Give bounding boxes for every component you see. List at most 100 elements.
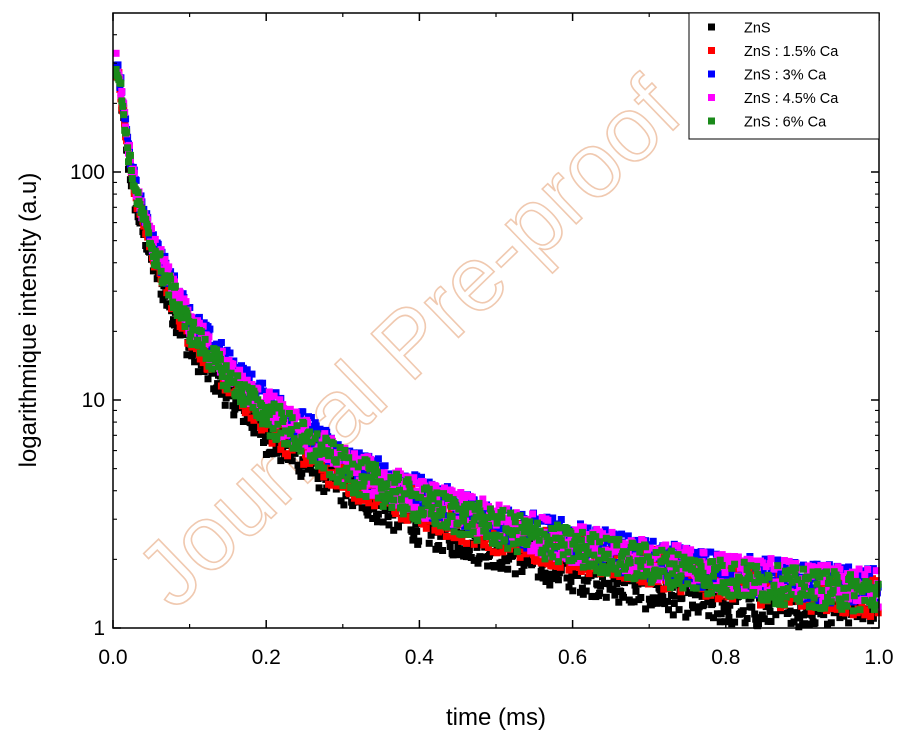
data-point — [875, 581, 882, 588]
data-point — [678, 572, 685, 579]
data-point — [426, 540, 433, 547]
data-point — [519, 568, 526, 575]
data-point — [340, 501, 347, 508]
data-point — [333, 459, 340, 466]
data-point — [850, 607, 857, 614]
x-tick-label: 1.0 — [864, 646, 893, 669]
data-point — [561, 541, 568, 548]
data-point — [857, 606, 864, 613]
data-point — [596, 538, 603, 545]
data-point — [167, 276, 174, 283]
data-point — [687, 546, 694, 553]
data-point — [785, 585, 792, 592]
data-point — [811, 595, 818, 602]
data-point — [190, 319, 197, 326]
legend-marker — [708, 118, 715, 125]
data-point — [781, 601, 788, 608]
data-point — [498, 514, 505, 521]
data-point — [828, 619, 835, 626]
legend-marker — [708, 71, 715, 78]
x-tick-label: 0.2 — [252, 646, 281, 669]
data-point — [642, 543, 649, 550]
data-point — [801, 583, 808, 590]
x-tick-label: 0.0 — [98, 646, 127, 669]
data-point — [512, 570, 519, 577]
legend: ZnSZnS : 1.5% CaZnS : 3% CaZnS : 4.5% Ca… — [689, 13, 879, 139]
data-point — [449, 513, 456, 520]
data-point — [567, 578, 574, 585]
data-point — [845, 619, 852, 626]
data-point — [529, 510, 536, 517]
data-point — [742, 592, 749, 599]
data-point — [731, 619, 738, 626]
data-point — [374, 469, 381, 476]
data-point — [330, 440, 337, 447]
data-point — [706, 582, 713, 589]
legend-marker — [708, 47, 715, 54]
data-point — [512, 518, 519, 525]
data-point — [300, 420, 307, 427]
data-point — [812, 619, 819, 626]
data-point — [120, 111, 127, 118]
data-point — [586, 570, 593, 577]
legend-label: ZnS : 3% Ca — [744, 68, 827, 84]
data-point — [433, 489, 440, 496]
data-point — [384, 480, 391, 487]
data-point — [269, 408, 276, 415]
data-point — [340, 482, 347, 489]
data-point — [647, 559, 654, 566]
data-point — [633, 588, 640, 595]
data-point — [740, 607, 747, 614]
data-point — [514, 548, 521, 555]
data-point — [172, 283, 179, 290]
y-tick-label: 10 — [82, 389, 105, 412]
data-point — [135, 189, 142, 196]
data-point — [222, 402, 229, 409]
data-point — [439, 506, 446, 513]
data-point — [117, 80, 124, 87]
data-point — [320, 465, 327, 472]
data-point — [698, 563, 705, 570]
data-point — [710, 573, 717, 580]
data-point — [741, 559, 748, 566]
data-point — [485, 522, 492, 529]
data-point — [249, 371, 256, 378]
data-point — [388, 504, 395, 511]
x-tick-label: 0.8 — [711, 646, 740, 669]
data-point — [565, 549, 572, 556]
data-point — [208, 366, 215, 373]
data-point — [423, 525, 430, 532]
data-point — [395, 523, 402, 530]
data-point — [526, 518, 533, 525]
data-point — [624, 574, 631, 581]
data-point — [119, 103, 126, 110]
data-point — [671, 600, 678, 607]
data-point — [770, 582, 777, 589]
data-point — [229, 361, 236, 368]
data-point — [429, 504, 436, 511]
legend-label: ZnS : 1.5% Ca — [744, 44, 839, 60]
data-point — [375, 511, 382, 518]
data-point — [224, 386, 231, 393]
data-point — [415, 538, 422, 545]
data-point — [766, 574, 773, 581]
data-point — [413, 528, 420, 535]
data-point — [499, 507, 506, 514]
data-point — [165, 292, 172, 299]
data-point — [406, 481, 413, 488]
data-point — [297, 448, 304, 455]
data-point — [800, 566, 807, 573]
data-point — [544, 517, 551, 524]
data-point — [582, 556, 589, 563]
data-point — [165, 263, 172, 270]
data-point — [404, 506, 411, 513]
data-point — [818, 587, 825, 594]
data-point — [609, 558, 616, 565]
data-point — [470, 528, 477, 535]
data-point — [474, 537, 481, 544]
data-point — [145, 229, 152, 236]
data-point — [118, 88, 125, 95]
data-point — [289, 414, 296, 421]
data-point — [129, 175, 136, 182]
data-point — [443, 533, 450, 540]
